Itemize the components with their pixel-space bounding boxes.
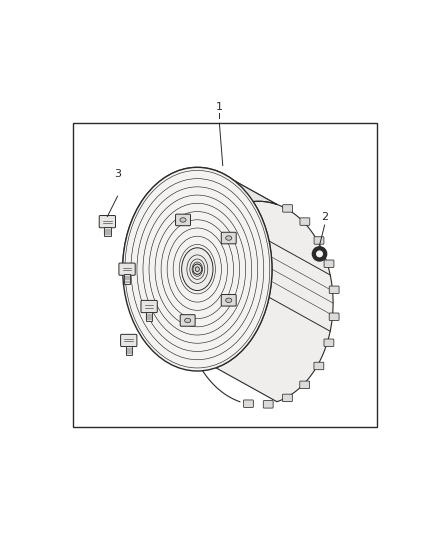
FancyBboxPatch shape — [283, 394, 292, 402]
FancyBboxPatch shape — [146, 312, 152, 321]
FancyBboxPatch shape — [300, 218, 310, 225]
FancyBboxPatch shape — [176, 214, 191, 225]
FancyBboxPatch shape — [221, 232, 236, 244]
Polygon shape — [216, 171, 333, 402]
Ellipse shape — [315, 250, 324, 258]
FancyBboxPatch shape — [324, 339, 334, 346]
Ellipse shape — [195, 267, 199, 271]
FancyBboxPatch shape — [300, 381, 310, 389]
Ellipse shape — [312, 247, 327, 261]
FancyBboxPatch shape — [324, 260, 334, 268]
FancyBboxPatch shape — [314, 362, 324, 370]
FancyBboxPatch shape — [314, 237, 324, 244]
FancyBboxPatch shape — [141, 301, 157, 313]
FancyBboxPatch shape — [120, 334, 137, 346]
FancyBboxPatch shape — [119, 263, 135, 275]
FancyBboxPatch shape — [126, 345, 132, 355]
Text: 1: 1 — [216, 102, 223, 112]
FancyBboxPatch shape — [329, 313, 339, 320]
FancyBboxPatch shape — [99, 215, 116, 228]
FancyBboxPatch shape — [244, 400, 253, 407]
FancyBboxPatch shape — [124, 274, 130, 284]
Polygon shape — [123, 167, 277, 303]
Ellipse shape — [123, 167, 272, 371]
Ellipse shape — [226, 236, 232, 240]
Ellipse shape — [226, 298, 232, 303]
FancyBboxPatch shape — [283, 205, 293, 212]
FancyBboxPatch shape — [180, 314, 195, 326]
Ellipse shape — [193, 264, 202, 274]
Bar — [74, 123, 377, 427]
FancyBboxPatch shape — [329, 286, 339, 294]
Ellipse shape — [180, 217, 186, 222]
Text: 3: 3 — [114, 169, 121, 179]
Ellipse shape — [184, 318, 191, 322]
FancyBboxPatch shape — [104, 227, 110, 236]
FancyBboxPatch shape — [221, 295, 236, 306]
Ellipse shape — [182, 248, 213, 290]
Text: 2: 2 — [321, 212, 328, 222]
FancyBboxPatch shape — [263, 401, 273, 408]
